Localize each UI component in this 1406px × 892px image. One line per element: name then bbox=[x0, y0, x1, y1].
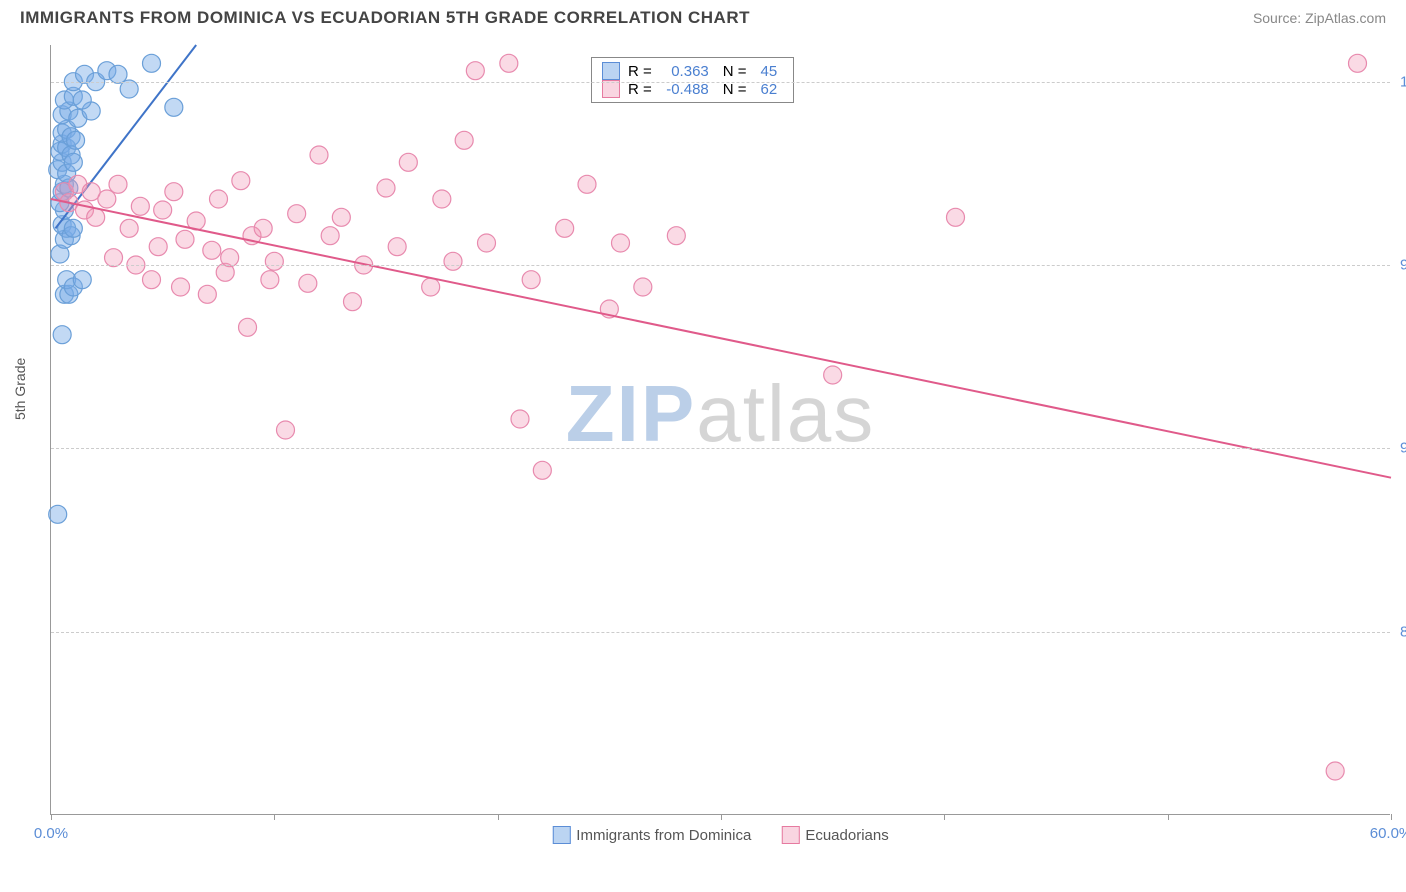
data-point bbox=[1349, 54, 1367, 72]
data-point bbox=[344, 293, 362, 311]
data-point bbox=[377, 179, 395, 197]
x-tick bbox=[1391, 814, 1392, 820]
data-point bbox=[176, 230, 194, 248]
data-point bbox=[310, 146, 328, 164]
data-point bbox=[511, 410, 529, 428]
data-point bbox=[232, 172, 250, 190]
data-point bbox=[444, 252, 462, 270]
data-point bbox=[64, 219, 82, 237]
data-point bbox=[210, 190, 228, 208]
data-point bbox=[149, 238, 167, 256]
y-tick-label: 90.0% bbox=[1400, 440, 1406, 457]
data-point bbox=[165, 98, 183, 116]
data-point bbox=[824, 366, 842, 384]
data-point bbox=[105, 249, 123, 267]
x-tick bbox=[51, 814, 52, 820]
data-point bbox=[98, 190, 116, 208]
stats-row-blue: R = 0.363 N = 45 bbox=[602, 62, 783, 80]
data-point bbox=[120, 80, 138, 98]
data-point bbox=[67, 131, 85, 149]
y-tick-label: 100.0% bbox=[1400, 73, 1406, 90]
legend-item-dominica: Immigrants from Dominica bbox=[552, 826, 751, 844]
stats-legend: R = 0.363 N = 45 R = -0.488 N = 62 bbox=[591, 57, 794, 103]
source-attribution: Source: ZipAtlas.com bbox=[1253, 10, 1386, 26]
swatch-pink-icon bbox=[602, 80, 620, 98]
data-point bbox=[143, 54, 161, 72]
data-point bbox=[478, 234, 496, 252]
trend-line bbox=[51, 199, 1391, 478]
data-point bbox=[1326, 762, 1344, 780]
data-point bbox=[109, 65, 127, 83]
legend-item-ecuadorians: Ecuadorians bbox=[781, 826, 888, 844]
swatch-blue-icon bbox=[602, 62, 620, 80]
data-point bbox=[131, 197, 149, 215]
data-point bbox=[667, 227, 685, 245]
data-point bbox=[239, 318, 257, 336]
data-point bbox=[947, 208, 965, 226]
data-point bbox=[500, 54, 518, 72]
data-point bbox=[154, 201, 172, 219]
scatter-svg bbox=[51, 45, 1390, 814]
data-point bbox=[388, 238, 406, 256]
x-tick-label: 0.0% bbox=[34, 825, 68, 842]
data-point bbox=[433, 190, 451, 208]
gridline-h bbox=[51, 632, 1390, 633]
data-point bbox=[578, 175, 596, 193]
data-point bbox=[109, 175, 127, 193]
data-point bbox=[198, 285, 216, 303]
data-point bbox=[73, 271, 91, 289]
data-point bbox=[87, 208, 105, 226]
y-tick-label: 95.0% bbox=[1400, 257, 1406, 274]
data-point bbox=[254, 219, 272, 237]
x-tick bbox=[498, 814, 499, 820]
data-point bbox=[172, 278, 190, 296]
data-point bbox=[261, 271, 279, 289]
chart-header: IMMIGRANTS FROM DOMINICA VS ECUADORIAN 5… bbox=[0, 0, 1406, 32]
data-point bbox=[299, 274, 317, 292]
data-point bbox=[332, 208, 350, 226]
data-point bbox=[634, 278, 652, 296]
data-point bbox=[49, 505, 67, 523]
gridline-h bbox=[51, 448, 1390, 449]
data-point bbox=[165, 183, 183, 201]
plot-area: ZIPatlas R = 0.363 N = 45 R = -0.488 N =… bbox=[50, 45, 1390, 815]
data-point bbox=[288, 205, 306, 223]
data-point bbox=[556, 219, 574, 237]
data-point bbox=[533, 461, 551, 479]
y-tick-label: 85.0% bbox=[1400, 623, 1406, 640]
swatch-blue-icon bbox=[552, 826, 570, 844]
x-tick bbox=[1168, 814, 1169, 820]
y-axis-label: 5th Grade bbox=[12, 358, 28, 420]
data-point bbox=[399, 153, 417, 171]
data-point bbox=[120, 219, 138, 237]
data-point bbox=[221, 249, 239, 267]
data-point bbox=[466, 62, 484, 80]
data-point bbox=[64, 153, 82, 171]
data-point bbox=[612, 234, 630, 252]
data-point bbox=[265, 252, 283, 270]
stats-row-pink: R = -0.488 N = 62 bbox=[602, 80, 783, 98]
x-tick bbox=[274, 814, 275, 820]
x-tick bbox=[944, 814, 945, 820]
x-tick bbox=[721, 814, 722, 820]
data-point bbox=[53, 326, 71, 344]
data-point bbox=[422, 278, 440, 296]
gridline-h bbox=[51, 82, 1390, 83]
swatch-pink-icon bbox=[781, 826, 799, 844]
series-legend: Immigrants from Dominica Ecuadorians bbox=[552, 826, 888, 844]
gridline-h bbox=[51, 265, 1390, 266]
data-point bbox=[73, 91, 91, 109]
data-point bbox=[522, 271, 540, 289]
data-point bbox=[321, 227, 339, 245]
data-point bbox=[277, 421, 295, 439]
data-point bbox=[455, 131, 473, 149]
x-tick-label: 60.0% bbox=[1370, 825, 1406, 842]
data-point bbox=[143, 271, 161, 289]
chart-title: IMMIGRANTS FROM DOMINICA VS ECUADORIAN 5… bbox=[20, 8, 750, 28]
data-point bbox=[203, 241, 221, 259]
